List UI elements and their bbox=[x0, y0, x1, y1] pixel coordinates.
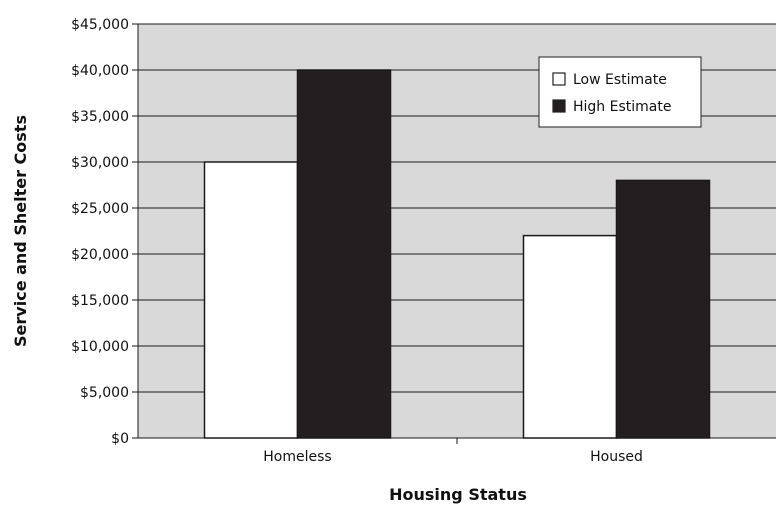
x-tick-label-homeless: Homeless bbox=[263, 449, 331, 465]
y-tick-label: $40,000 bbox=[71, 63, 129, 79]
legend-label-high: High Estimate bbox=[573, 99, 671, 115]
y-tick-label: $10,000 bbox=[71, 339, 129, 355]
y-tick-label: $0 bbox=[111, 431, 129, 447]
y-tick-label: $15,000 bbox=[71, 293, 129, 309]
legend-swatch-high bbox=[552, 99, 566, 113]
y-tick-label: $45,000 bbox=[71, 17, 129, 33]
y-tick-label: $5,000 bbox=[80, 385, 129, 401]
y-axis: $0 $5,000 $10,000 $15,000 $20,000 $25,000 $30,… bbox=[71, 17, 138, 447]
x-axis: Homeless Housed bbox=[137, 24, 776, 465]
y-tick-label: $25,000 bbox=[71, 201, 129, 217]
x-tick-label-housed: Housed bbox=[590, 449, 643, 465]
x-axis-title: Housing Status bbox=[389, 485, 527, 504]
bar-housed-low bbox=[522, 234, 618, 439]
bar-homeless-high bbox=[296, 69, 392, 439]
y-tick-label: $30,000 bbox=[71, 155, 129, 171]
y-tick-label: $20,000 bbox=[71, 247, 129, 263]
y-tick-label: $35,000 bbox=[71, 109, 129, 125]
legend-box bbox=[538, 56, 702, 128]
y-axis-title: Service and Shelter Costs bbox=[11, 115, 30, 347]
legend: Low Estimate High Estimate bbox=[538, 56, 702, 128]
bars bbox=[203, 69, 711, 439]
legend-swatch-low bbox=[552, 72, 566, 86]
bar-homeless-low bbox=[203, 161, 299, 439]
legend-label-low: Low Estimate bbox=[573, 72, 667, 88]
bar-housed-high bbox=[615, 179, 711, 439]
